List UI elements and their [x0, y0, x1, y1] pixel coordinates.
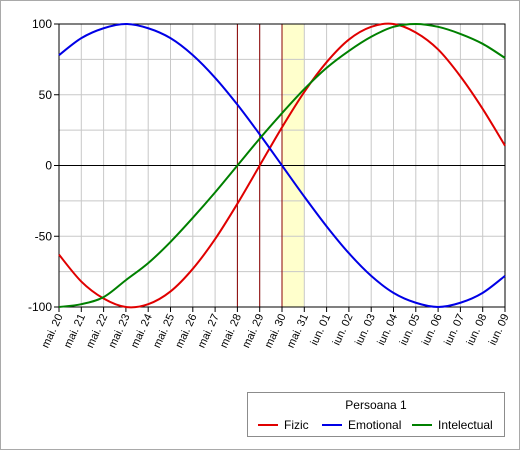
x-tick-label: iun. 01 [308, 312, 333, 347]
legend-item-fizic: Fizic [258, 417, 309, 433]
legend-item-emotional: Emotional [322, 417, 401, 433]
legend-swatch-emotional [322, 424, 342, 426]
legend: Persoana 1 Fizic Emotional Intelectual [247, 392, 505, 437]
x-tick-label: iun. 04 [375, 312, 400, 347]
x-tick-label: iun. 05 [398, 312, 423, 347]
legend-label-intelectual: Intelectual [438, 418, 493, 432]
y-tick-label: 50 [39, 88, 53, 102]
x-tick-label: mai. 31 [285, 312, 311, 350]
y-tick-label: 100 [32, 17, 52, 31]
x-tick-label: iun. 06 [420, 312, 445, 347]
y-tick-label: -100 [28, 300, 52, 314]
series-line-intelectual [58, 22, 506, 308]
legend-swatch-intelectual [412, 424, 432, 426]
x-tick-label: iun. 08 [465, 312, 490, 347]
legend-item-intelectual: Intelectual [412, 417, 493, 433]
y-tick-label: 0 [45, 159, 52, 173]
legend-swatch-fizic [258, 424, 278, 426]
x-tick-label: iun. 03 [353, 312, 378, 347]
series-line-emotional [58, 22, 506, 309]
legend-title: Persoana 1 [345, 398, 407, 412]
series-line-fizic [58, 22, 506, 309]
legend-label-emotional: Emotional [348, 418, 402, 432]
x-tick-label: iun. 02 [331, 312, 356, 347]
legend-label-fizic: Fizic [284, 418, 309, 432]
x-tick-label: iun. 09 [487, 312, 512, 347]
y-tick-label: -50 [35, 229, 53, 243]
x-tick-label: iun. 07 [442, 312, 467, 347]
